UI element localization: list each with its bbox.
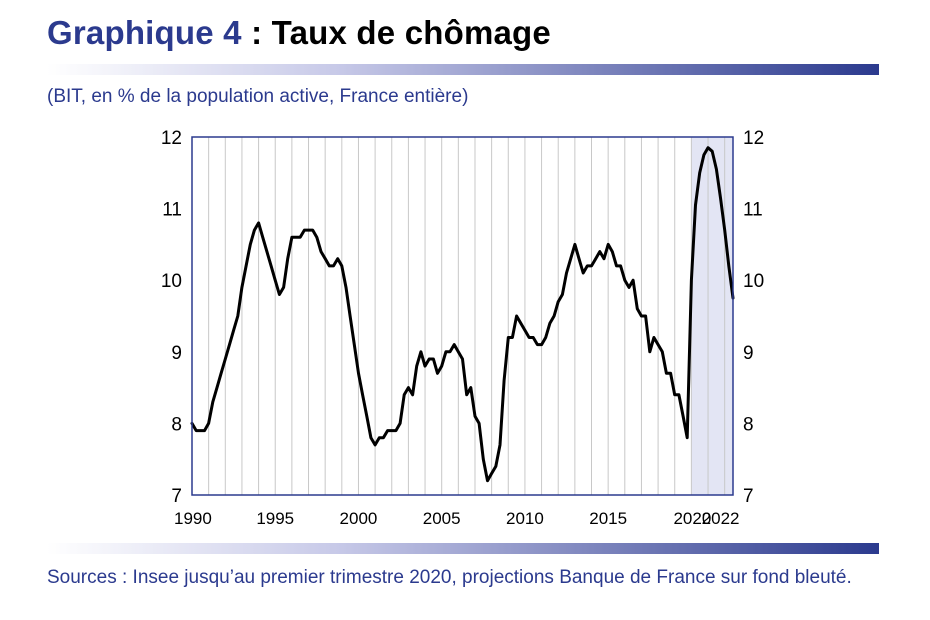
y-tick-label-right-8: 8 [743, 414, 754, 435]
x-tick-label-1995: 1995 [256, 509, 294, 528]
plot-frame [191, 136, 734, 496]
plot-frame-layer [191, 136, 734, 496]
y-tick-label-right-12: 12 [743, 128, 764, 149]
y-tick-label-left-12: 12 [161, 128, 182, 149]
chart-title: Graphique 4 : Taux de chômage [47, 14, 551, 52]
y-tick-label-left-7: 7 [171, 486, 182, 507]
x-tick-label-2010: 2010 [506, 509, 544, 528]
x-tick-label-2022: 2022 [702, 509, 740, 528]
y-tick-label-right-11: 11 [743, 200, 763, 221]
chart-title-rest: : Taux de chômage [241, 14, 551, 51]
chart-subtitle: (BIT, en % de la population active, Fran… [47, 86, 469, 107]
series-layer [190, 146, 735, 483]
x-tick-label-1990: 1990 [174, 509, 212, 528]
y-tick-label-right-9: 9 [743, 343, 754, 364]
x-tick-label-2000: 2000 [340, 509, 378, 528]
projection-band-layer [691, 137, 733, 495]
series-line-0 [190, 146, 735, 483]
source-divider [47, 543, 879, 554]
title-divider [47, 64, 879, 75]
x-tick-label-2020: 2020 [673, 509, 711, 528]
y-tick-label-right-7: 7 [743, 486, 754, 507]
x-tick-label-2015: 2015 [589, 509, 627, 528]
grid-layer [208, 137, 726, 495]
y-tick-label-left-9: 9 [171, 343, 182, 364]
y-tick-label-right-10: 10 [743, 271, 764, 292]
projection-band [691, 137, 733, 495]
y-tick-label-left-10: 10 [161, 271, 182, 292]
tick-label-layer: 7 7 8 8 9 9 10 10 11 11 12 12 1990 1995 2000 2005 2010 20… [161, 128, 764, 528]
source-note: Sources : Insee jusqu’au premier trimest… [47, 567, 852, 588]
y-tick-label-left-8: 8 [171, 414, 182, 435]
x-tick-label-2005: 2005 [423, 509, 461, 528]
chart-title-lead: Graphique 4 [47, 14, 242, 51]
y-tick-label-left-11: 11 [162, 200, 182, 221]
